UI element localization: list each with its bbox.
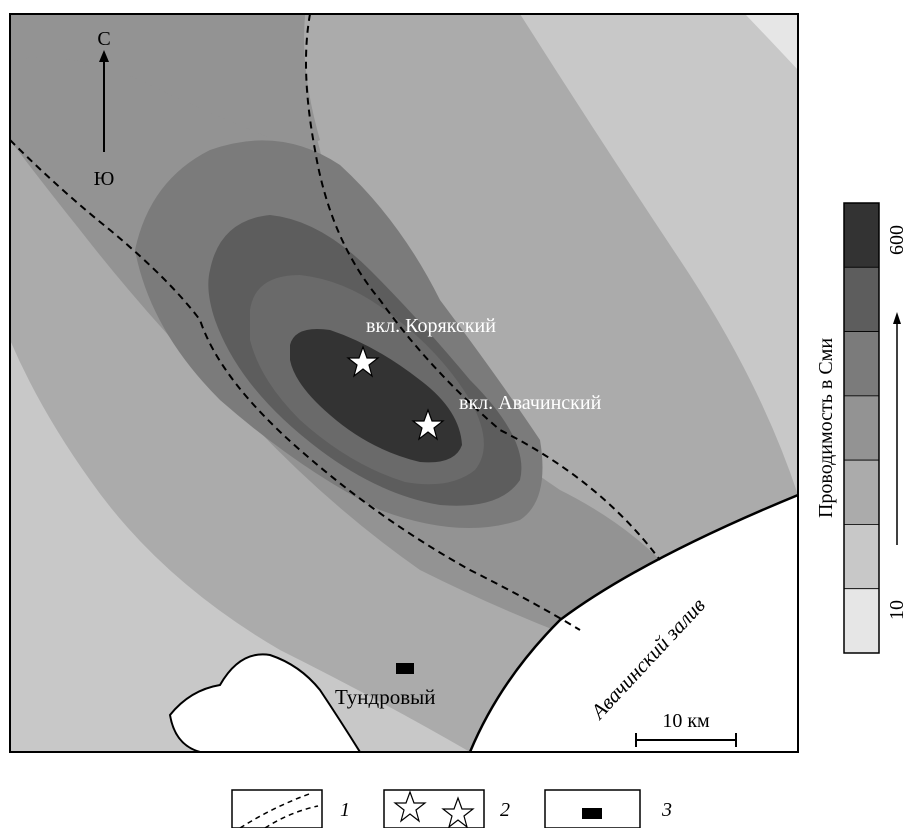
legend-number-3: 3 — [661, 799, 672, 821]
colorbar-max-label: 600 — [886, 225, 905, 255]
colorbar-swatch — [843, 331, 880, 397]
coastline — [468, 493, 798, 752]
scale-bar-label: 10 км — [662, 710, 710, 732]
colorbar-swatch — [843, 524, 880, 590]
settlement-marker — [582, 808, 602, 819]
fault-line-west — [10, 139, 581, 631]
north-label: С — [97, 28, 110, 50]
tundrovy-label: Тундровый — [335, 685, 435, 709]
colorbar-swatch — [843, 459, 880, 525]
legend-item-2: 2 — [383, 789, 510, 828]
legend-number-2: 2 — [500, 799, 510, 821]
colorbar-swatch — [843, 266, 880, 332]
zone-corner — [10, 14, 320, 150]
contour-level-6 — [290, 329, 462, 463]
avachinsky-volcano-label: вкл. Авачинский — [459, 392, 602, 414]
star-icon — [441, 796, 475, 828]
zone-corner-right — [745, 14, 798, 70]
star-icon — [393, 790, 427, 823]
koryaksky-volcano-label: вкл. Корякский — [366, 315, 496, 337]
star-icon — [411, 408, 445, 441]
colorbar-swatch — [843, 202, 880, 268]
scale-bar: 10 км — [635, 710, 737, 747]
legend: 1 2 3 — [231, 789, 672, 828]
avacha-bay — [470, 495, 798, 752]
settlement-marker — [396, 663, 414, 674]
map-area — [10, 14, 798, 752]
colorbar-title: Проводимость в Сми — [815, 338, 837, 518]
map-frame — [9, 13, 799, 753]
colorbar-swatch — [843, 588, 880, 654]
north-arrow: С Ю — [94, 28, 115, 190]
legend-item-1: 1 — [231, 789, 350, 828]
colorbar-min-label: 10 — [886, 600, 905, 620]
conductivity-colorbar: Проводимость в Сми 600 10 — [815, 202, 905, 654]
south-label: Ю — [94, 168, 115, 190]
legend-number-1: 1 — [340, 799, 350, 821]
star-icon — [346, 345, 380, 378]
colorbar-swatch — [843, 395, 880, 461]
legend-item-3: 3 — [544, 789, 672, 828]
fault-line-east — [305, 14, 661, 561]
